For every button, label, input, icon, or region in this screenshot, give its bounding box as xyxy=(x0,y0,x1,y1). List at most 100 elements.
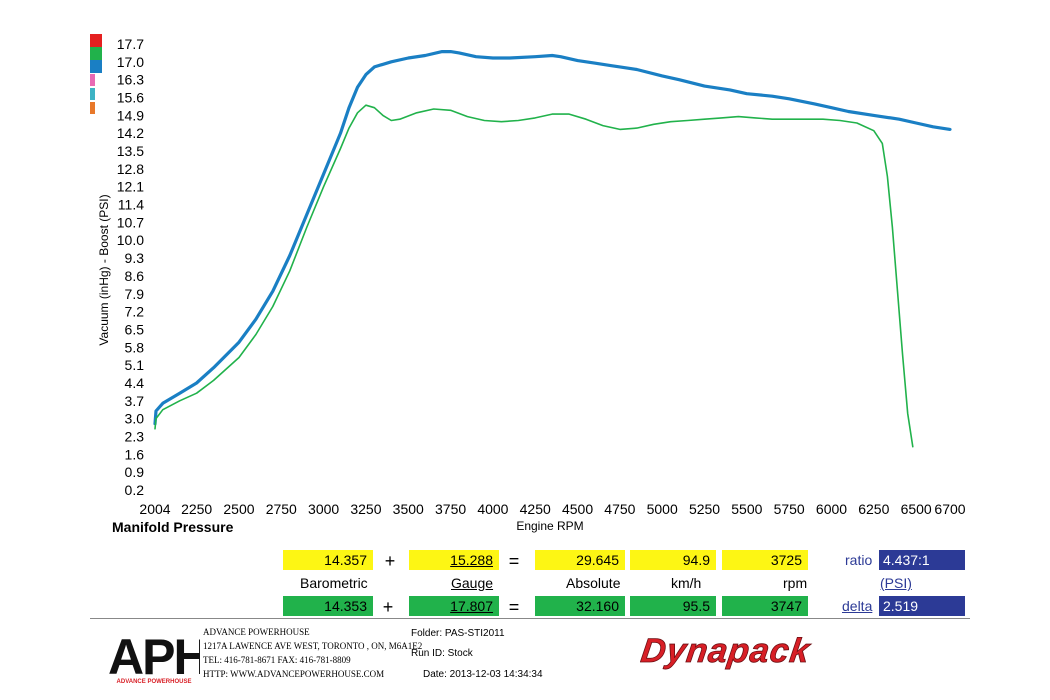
legend-swatch xyxy=(90,88,95,100)
y-tick-label: 10.0 xyxy=(117,232,144,248)
barometric-value-2: 14.353 xyxy=(283,596,373,616)
x-tick-label: 2750 xyxy=(266,501,297,517)
plus-operator-2: + xyxy=(382,597,394,617)
psi-unit-label[interactable]: (PSI) xyxy=(880,575,912,591)
x-tick-label: 5250 xyxy=(689,501,720,517)
legend-swatch xyxy=(90,74,95,86)
dynapack-logo: Dynapack xyxy=(640,632,814,670)
y-tick-label: 14.9 xyxy=(117,107,144,123)
delta-value: 2.519 xyxy=(879,596,965,616)
x-tick-label: 2004 xyxy=(139,501,170,517)
series-line-blue xyxy=(153,49,952,426)
barometric-value-1: 14.357 xyxy=(283,550,373,570)
folder-info: Folder: PAS-STI2011 xyxy=(411,628,505,639)
y-tick-label: 2.3 xyxy=(125,428,145,444)
y-tick-label: 17.0 xyxy=(117,54,144,70)
x-tick-label: 4750 xyxy=(604,501,635,517)
y-tick-label: 14.2 xyxy=(117,125,144,141)
delta-label[interactable]: delta xyxy=(842,598,873,614)
speed-value-1: 94.9 xyxy=(630,550,716,570)
y-tick-label: 17.7 xyxy=(117,36,144,52)
x-tick-label: 6500 xyxy=(901,501,932,517)
legend-swatch xyxy=(90,60,102,73)
y-tick-label: 13.5 xyxy=(117,143,144,159)
company-phone: TEL: 416-781-8671 FAX: 416-781-8809 xyxy=(203,655,351,665)
legend-swatch xyxy=(90,102,95,114)
x-tick-label: 3000 xyxy=(308,501,339,517)
y-tick-label: 7.2 xyxy=(125,304,145,320)
y-tick-label: 15.6 xyxy=(117,90,144,106)
y-tick-label: 10.7 xyxy=(117,214,144,230)
chart-title: Manifold Pressure xyxy=(112,519,234,535)
rpm-value-2: 3747 xyxy=(722,596,808,616)
rpm-unit-label: rpm xyxy=(783,575,808,591)
x-axis-ticks: 2004 2250 2500 2750 3000 3250 3500 3750 4000 4250… xyxy=(139,501,965,517)
y-tick-label: 0.9 xyxy=(125,464,145,480)
barometric-label: Barometric xyxy=(300,575,368,591)
series-line-green xyxy=(154,104,914,448)
x-tick-label: 5500 xyxy=(731,501,762,517)
absolute-value-2: 32.160 xyxy=(535,596,625,616)
dynapack-logo-text: Dynapack xyxy=(640,632,814,670)
y-tick-label: 0.2 xyxy=(125,482,145,498)
y-tick-label: 7.9 xyxy=(125,286,145,302)
y-tick-label: 6.5 xyxy=(125,321,145,337)
x-tick-label: 2500 xyxy=(223,501,254,517)
x-tick-label: 3500 xyxy=(393,501,424,517)
equals-operator-1: = xyxy=(508,551,520,571)
y-axis-ticks: 17.7 17.0 16.3 15.614.9 14.2 13.5 12.8 12.1 11.4… xyxy=(117,36,144,498)
company-address: 1217A LAWENCE AVE WEST, TORONTO , ON, M6… xyxy=(203,641,423,651)
y-tick-label: 4.4 xyxy=(125,375,145,391)
x-tick-label: 4500 xyxy=(562,501,593,517)
legend-swatch xyxy=(90,34,102,47)
plus-operator-1: + xyxy=(384,551,396,571)
x-tick-label: 6700 xyxy=(934,501,965,517)
series-lines xyxy=(153,49,952,448)
y-tick-label: 8.6 xyxy=(125,268,145,284)
gauge-label[interactable]: Gauge xyxy=(451,575,494,591)
y-tick-label: 5.1 xyxy=(125,357,145,373)
absolute-label: Absolute xyxy=(566,575,621,591)
x-tick-label: 3250 xyxy=(350,501,381,517)
legend-swatch xyxy=(90,47,102,60)
company-name: ADVANCE POWERHOUSE xyxy=(203,627,310,637)
ratio-label: ratio xyxy=(845,552,873,568)
legend xyxy=(90,34,102,114)
x-tick-label: 6000 xyxy=(816,501,847,517)
date-info: Date: 2013-12-03 14:34:34 xyxy=(423,669,543,680)
y-tick-label: 1.6 xyxy=(125,446,145,462)
y-tick-label: 3.7 xyxy=(125,393,145,409)
absolute-value-1: 29.645 xyxy=(535,550,625,570)
manifold-pressure-chart: 17.7 17.0 16.3 15.614.9 14.2 13.5 12.8 12.1 11.4… xyxy=(90,34,966,517)
x-tick-label: 6250 xyxy=(858,501,889,517)
run-id-info: Run ID: Stock xyxy=(411,648,473,659)
aph-logo: APH ADVANCE POWERHOUSE xyxy=(108,629,200,685)
ratio-value: 4.437:1 xyxy=(879,550,965,570)
y-tick-label: 16.3 xyxy=(117,72,144,88)
speed-unit-label: km/h xyxy=(671,575,702,591)
footer-divider xyxy=(90,618,970,619)
x-tick-label: 3750 xyxy=(435,501,466,517)
aph-logo-text: APH xyxy=(108,629,200,685)
equals-operator-2: = xyxy=(508,597,520,617)
x-axis-label: Engine RPM xyxy=(516,519,584,533)
x-tick-label: 5750 xyxy=(774,501,805,517)
y-tick-label: 5.8 xyxy=(125,339,145,355)
y-tick-label: 11.4 xyxy=(118,197,144,213)
gauge-value-1: 15.288 xyxy=(409,550,499,570)
x-tick-label: 4000 xyxy=(477,501,508,517)
x-tick-label: 5000 xyxy=(647,501,678,517)
gauge-value-2: 17.807 xyxy=(409,596,499,616)
x-tick-label: 4250 xyxy=(520,501,551,517)
x-tick-label: 2250 xyxy=(181,501,212,517)
gauge-value-1-text: 15.288 xyxy=(450,552,493,568)
y-tick-label: 9.3 xyxy=(125,250,145,266)
gauge-value-2-text: 17.807 xyxy=(450,598,493,614)
rpm-value-1: 3725 xyxy=(722,550,808,570)
y-tick-label: 12.8 xyxy=(117,161,144,177)
y-tick-label: 12.1 xyxy=(117,179,144,195)
company-website[interactable]: HTTP: WWW.ADVANCEPOWERHOUSE.COM xyxy=(203,669,385,679)
y-tick-label: 3.0 xyxy=(125,411,145,427)
speed-value-2: 95.5 xyxy=(630,596,716,616)
aph-logo-subtext: ADVANCE POWERHOUSE xyxy=(117,679,192,685)
